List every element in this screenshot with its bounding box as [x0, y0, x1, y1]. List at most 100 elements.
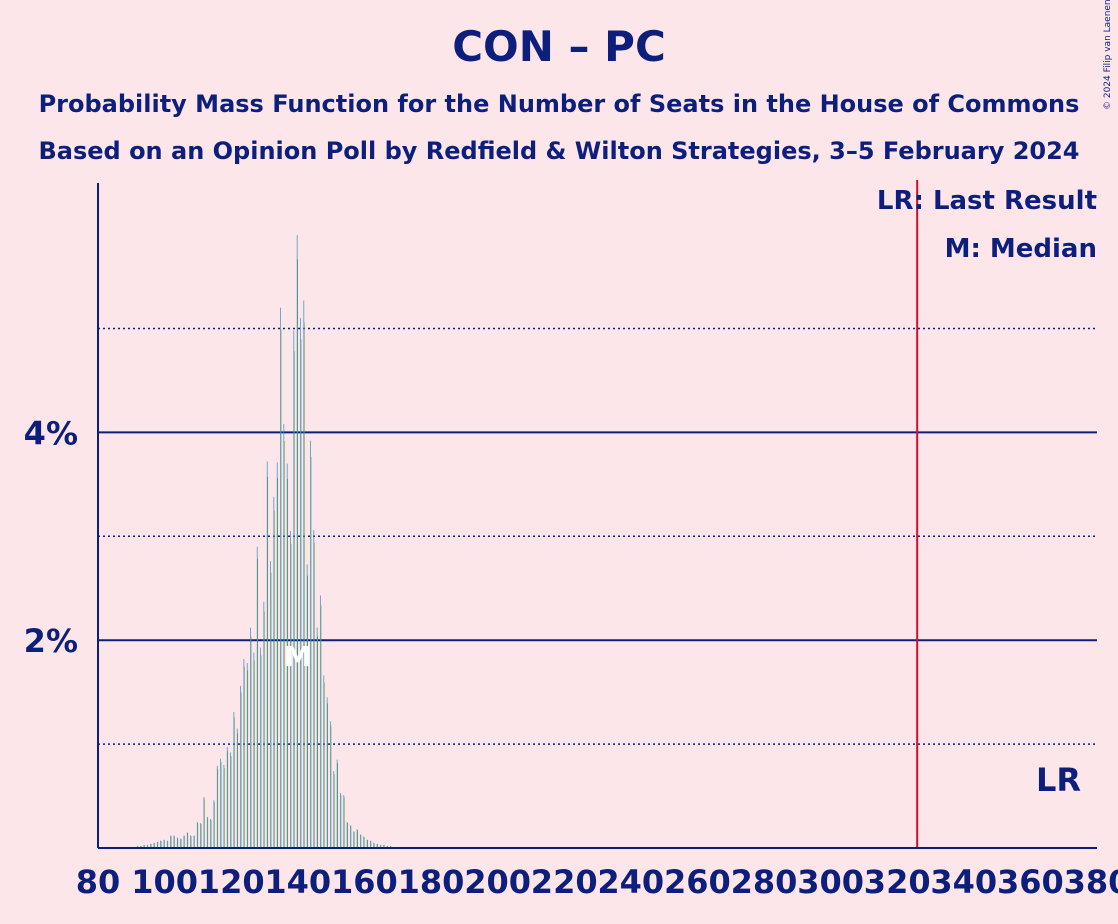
bar	[250, 627, 251, 848]
bar	[336, 759, 338, 848]
bar	[266, 461, 268, 848]
bar	[170, 835, 171, 848]
bar	[360, 834, 361, 848]
x-tick-label: 300	[797, 863, 864, 901]
bar	[276, 462, 278, 848]
bar	[370, 840, 371, 848]
x-tick-label: 160	[331, 863, 398, 901]
x-tick-label: 100	[131, 863, 198, 901]
legend-last-result: LR: Last Result	[877, 186, 1097, 216]
bar	[236, 728, 238, 848]
bar	[186, 832, 188, 848]
x-tick-labels: 80 100 120 140 160 180 200 220 240 260 280 300 320 34…	[76, 863, 1118, 901]
bar	[260, 647, 261, 848]
bar	[310, 440, 311, 848]
x-tick-label: 180	[398, 863, 465, 901]
bar	[243, 658, 245, 848]
bar	[146, 844, 148, 848]
bar	[353, 831, 355, 848]
bar	[296, 234, 298, 848]
x-tick-label: 220	[531, 863, 598, 901]
bar	[333, 771, 335, 848]
bar	[233, 711, 235, 848]
x-tick-label: 380	[1064, 863, 1118, 901]
bar	[303, 300, 305, 848]
bar	[253, 652, 255, 848]
bar	[300, 318, 301, 848]
bar	[213, 800, 215, 848]
bar	[340, 792, 341, 848]
bar	[283, 424, 285, 848]
x-tick-label: 200	[464, 863, 531, 901]
bar	[306, 564, 308, 848]
bar	[383, 844, 385, 848]
bar	[246, 663, 248, 848]
bar	[330, 721, 331, 848]
bar	[270, 561, 271, 848]
bar	[150, 843, 152, 848]
bar	[240, 685, 241, 848]
bar	[156, 841, 158, 848]
bar	[203, 797, 205, 848]
bar	[136, 845, 138, 848]
bar	[153, 842, 155, 848]
bar	[350, 825, 351, 848]
x-tick-label: 260	[664, 863, 731, 901]
last-result-marker: LR	[1036, 761, 1081, 799]
bar	[280, 307, 281, 848]
bar	[220, 758, 221, 848]
bar	[380, 844, 381, 848]
bar	[173, 835, 175, 848]
bar	[140, 845, 142, 848]
bar	[196, 822, 198, 848]
bar	[160, 840, 162, 848]
bar	[163, 839, 165, 848]
x-tick-label: 240	[597, 863, 664, 901]
x-tick-label: 340	[930, 863, 997, 901]
bar	[346, 822, 348, 848]
x-tick-label: 360	[997, 863, 1064, 901]
bar	[293, 330, 295, 848]
bar	[313, 530, 315, 848]
bar	[216, 765, 218, 848]
bar	[226, 747, 228, 848]
x-tick-label: 280	[731, 863, 798, 901]
x-tick-label: 320	[864, 863, 931, 901]
bar	[183, 835, 185, 848]
legend-median: M: Median	[945, 234, 1097, 264]
chart-source-line: Based on an Opinion Poll by Redfield & W…	[38, 137, 1080, 165]
y-tick-label: 2%	[24, 622, 78, 660]
bar	[373, 842, 375, 848]
bar	[193, 835, 195, 848]
x-tick-label: 80	[76, 863, 121, 901]
bar	[256, 546, 258, 848]
x-tick-label: 140	[264, 863, 331, 901]
bar	[290, 531, 291, 848]
bar	[176, 837, 178, 848]
bar	[166, 840, 168, 848]
bar	[316, 627, 318, 848]
bar	[326, 697, 328, 848]
bar	[376, 843, 378, 848]
bar	[190, 835, 191, 848]
bar	[263, 601, 265, 848]
bar	[356, 829, 358, 848]
bar	[386, 845, 388, 848]
bar	[200, 823, 201, 848]
bar	[273, 496, 275, 848]
bar	[323, 675, 325, 848]
bar	[180, 838, 181, 848]
bar	[320, 595, 321, 848]
chart-title: CON – PC	[452, 22, 666, 71]
chart-subtitle: Probability Mass Function for the Number…	[38, 90, 1080, 118]
bar-series: M	[130, 180, 919, 849]
bar	[286, 463, 288, 848]
bar	[230, 752, 231, 848]
bar	[363, 836, 365, 848]
bar	[223, 764, 225, 848]
bar	[210, 818, 211, 848]
bar	[366, 839, 368, 848]
y-tick-label: 4%	[24, 414, 78, 452]
legend: LR: Last Result M: Median LR	[877, 186, 1097, 799]
